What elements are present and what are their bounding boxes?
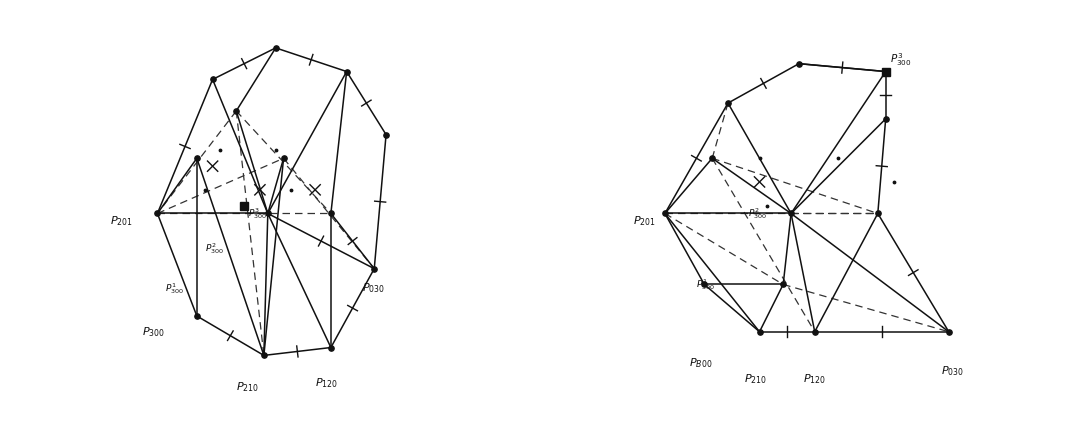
Text: $P^2_{300}$: $P^2_{300}$ <box>205 242 224 256</box>
Text: $P_{120}$: $P_{120}$ <box>315 376 338 390</box>
Text: $P_{030}$: $P_{030}$ <box>363 281 386 295</box>
Text: $P^1_{300}$: $P^1_{300}$ <box>166 281 184 296</box>
Text: $P^2_{300}$: $P^2_{300}$ <box>747 206 767 221</box>
Text: $P_{030}$: $P_{030}$ <box>941 364 964 378</box>
Text: $P_{201}$: $P_{201}$ <box>110 214 133 228</box>
Text: $P_{B00}$: $P_{B00}$ <box>689 357 712 370</box>
Text: $P_{120}$: $P_{120}$ <box>803 372 826 386</box>
Text: $P^3_{300}$: $P^3_{300}$ <box>248 206 268 221</box>
Text: $P_{201}$: $P_{201}$ <box>634 214 656 228</box>
Text: $P^3_{300}$: $P^3_{300}$ <box>889 51 911 68</box>
Text: $P_{210}$: $P_{210}$ <box>744 372 767 386</box>
Text: $P^1_{300}$: $P^1_{300}$ <box>696 277 716 292</box>
Text: $P_{300}$: $P_{300}$ <box>142 325 165 339</box>
Text: $P_{210}$: $P_{210}$ <box>236 380 259 394</box>
